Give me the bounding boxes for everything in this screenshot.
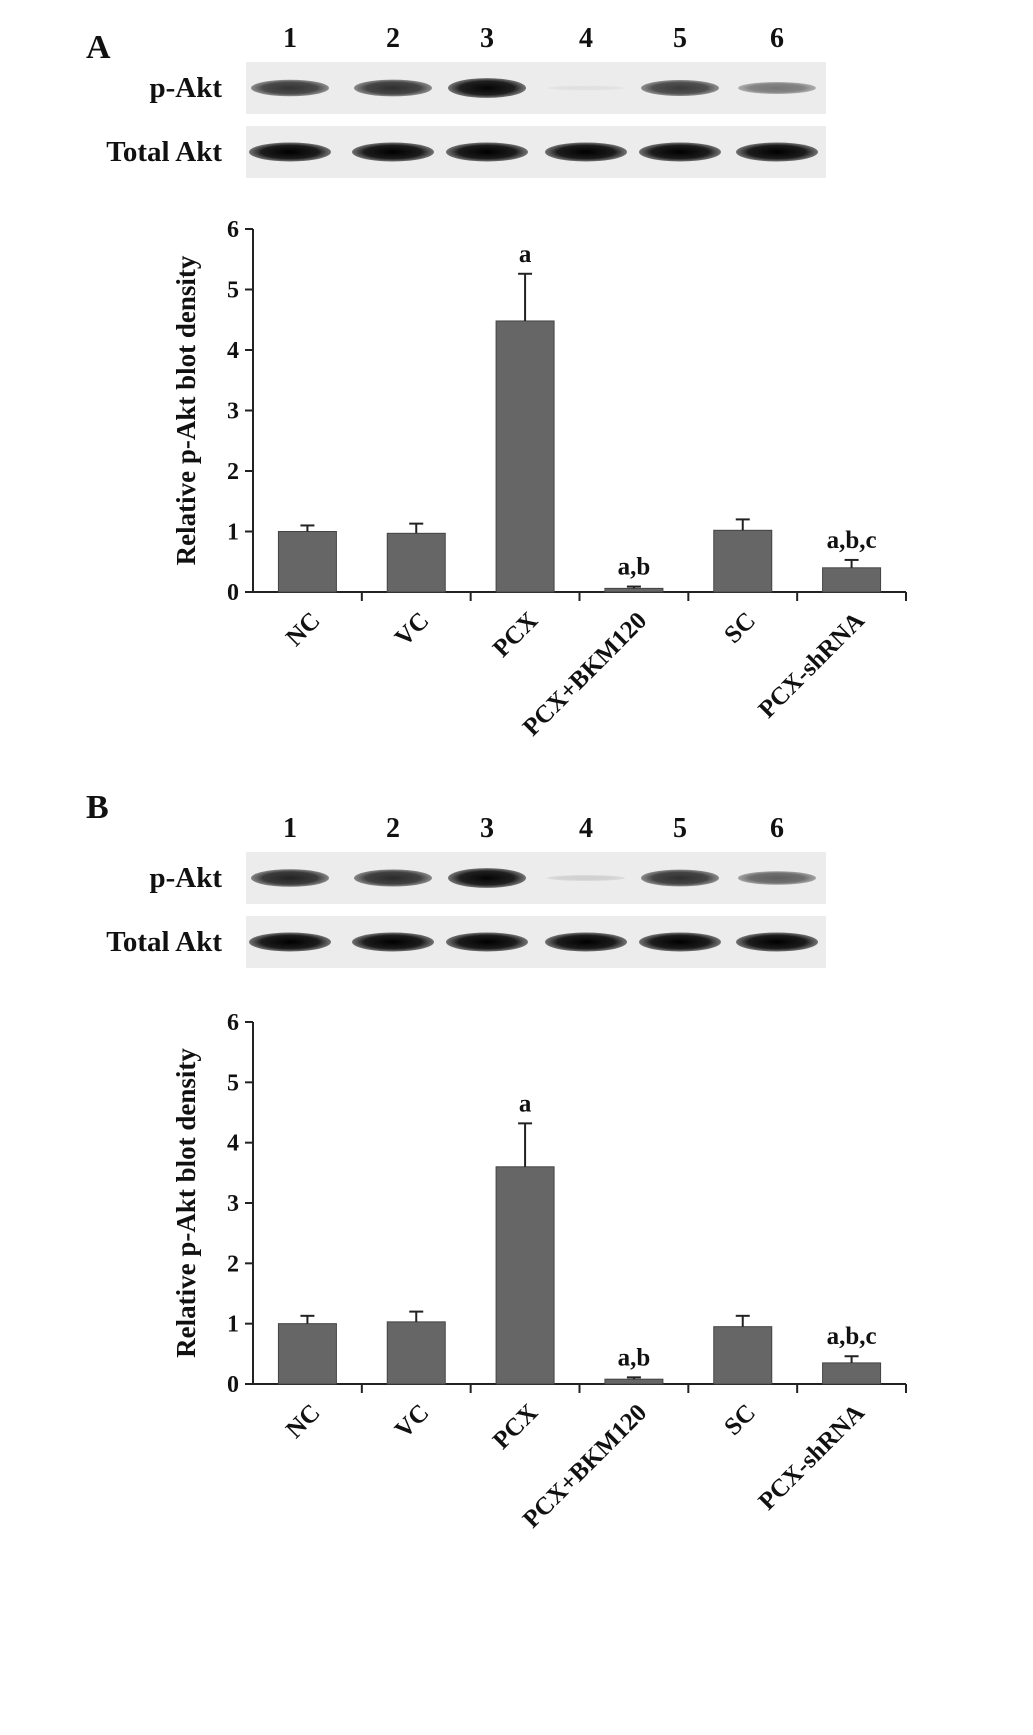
bar (277, 1323, 337, 1385)
x-tick-label: NC (281, 607, 326, 652)
blot-band (354, 869, 432, 887)
y-tick-label: 3 (227, 399, 239, 425)
x-tick-label: SC (719, 1399, 761, 1441)
blot-band (249, 142, 331, 162)
lane-number: 6 (770, 23, 784, 54)
blot-band (736, 932, 818, 952)
bar (495, 320, 555, 593)
y-tick-label: 6 (227, 217, 239, 243)
blot-band (251, 79, 329, 97)
y-tick-label: 3 (227, 1191, 239, 1217)
blot-band (547, 85, 625, 91)
bar (604, 1378, 664, 1385)
y-tick-label: 1 (227, 1312, 239, 1338)
blot-band (639, 142, 721, 162)
lane-number: 4 (579, 23, 593, 54)
significance-label: a,b (618, 554, 651, 581)
blot-band (545, 142, 627, 162)
blot-band (547, 875, 625, 881)
blot-membrane-strip (246, 126, 826, 178)
blot-band (641, 80, 719, 96)
y-tick-label: 2 (227, 1251, 239, 1277)
bar (386, 1321, 446, 1385)
x-tick-label: SC (719, 607, 761, 649)
blot-band (639, 932, 721, 952)
y-tick-label: 4 (227, 1131, 239, 1157)
lane-number: 2 (386, 813, 400, 844)
blot-band (641, 869, 719, 887)
y-tick-label: 0 (227, 1372, 239, 1398)
lane-number: 5 (673, 813, 687, 844)
x-tick-label: NC (281, 1399, 326, 1444)
blot-row-label: p-Akt (149, 862, 222, 894)
bar (713, 1326, 773, 1385)
panel-a-bar-chart: 0 1 2 3 4 5 6 Relative p-Akt blot density NC VC a P… (171, 217, 907, 741)
blot-band (249, 932, 331, 952)
blot-row-label: Total Akt (106, 926, 222, 958)
y-tick-label: 5 (227, 278, 239, 304)
blot-band (251, 869, 329, 887)
lane-number: 6 (770, 813, 784, 844)
blot-row-label: p-Akt (149, 72, 222, 104)
blot-band (354, 79, 432, 97)
bar (713, 529, 773, 593)
blot-band (448, 868, 526, 888)
blot-band (738, 82, 816, 94)
bar (495, 1166, 555, 1385)
panel-a-letter: A (86, 29, 111, 66)
bar (277, 531, 337, 593)
panel-b-bar-chart: 0 1 2 3 4 5 6 Relative p-Akt blot density NC VC a P… (171, 1010, 907, 1533)
panel-a: A 1 2 3 4 5 6 p-Akt Total Akt 0 1 2 3 4 5 6 Relative p… (86, 23, 907, 741)
x-tick-label: VC (390, 607, 435, 652)
panel-b: B 1 2 3 4 5 6 p-Akt Total Akt 0 1 2 3 4 5 6 Relative p… (86, 789, 907, 1533)
blot-membrane-strip (246, 852, 826, 904)
lane-number: 4 (579, 813, 593, 844)
blot-band (446, 932, 528, 952)
blot-band (446, 142, 528, 162)
y-tick-label: 1 (227, 520, 239, 546)
bar (822, 1362, 882, 1385)
y-tick-label: 0 (227, 580, 239, 606)
significance-label: a,b (618, 1344, 651, 1371)
lane-number: 1 (283, 23, 297, 54)
blot-membrane-strip (246, 916, 826, 968)
x-tick-label: VC (390, 1399, 435, 1444)
significance-label: a,b,c (827, 1323, 877, 1350)
y-tick-label: 6 (227, 1010, 239, 1036)
significance-label: a,b,c (827, 527, 877, 554)
blot-band (448, 78, 526, 98)
x-tick-label: PCX-shRNA (754, 607, 870, 723)
bar (604, 587, 664, 593)
blot-row-label: Total Akt (106, 136, 222, 168)
blot-band (738, 871, 816, 885)
significance-label: a (519, 241, 532, 268)
lane-number: 3 (480, 23, 494, 54)
panel-b-letter: B (86, 789, 109, 826)
x-tick-label: PCX-shRNA (754, 1399, 870, 1515)
y-axis-label: Relative p-Akt blot density (171, 1048, 201, 1358)
bar (822, 567, 882, 593)
y-axis-label: Relative p-Akt blot density (171, 255, 201, 565)
x-tick-label: PCX (488, 1399, 543, 1454)
y-tick-label: 2 (227, 459, 239, 485)
blot-band (352, 932, 434, 952)
blot-band (736, 142, 818, 162)
lane-number: 3 (480, 813, 494, 844)
lane-number: 1 (283, 813, 297, 844)
x-tick-label: PCX (488, 607, 543, 662)
significance-label: a (519, 1090, 532, 1117)
panel-a-western-blot: 1 2 3 4 5 6 p-Akt Total Akt (106, 23, 826, 178)
blot-membrane-strip (246, 62, 826, 114)
lane-number: 5 (673, 23, 687, 54)
blot-band (545, 932, 627, 952)
panel-b-western-blot: 1 2 3 4 5 6 p-Akt Total Akt (106, 813, 826, 968)
lane-number: 2 (386, 23, 400, 54)
y-tick-label: 4 (227, 338, 239, 364)
y-tick-label: 5 (227, 1070, 239, 1096)
bar (386, 532, 446, 593)
blot-band (352, 142, 434, 162)
